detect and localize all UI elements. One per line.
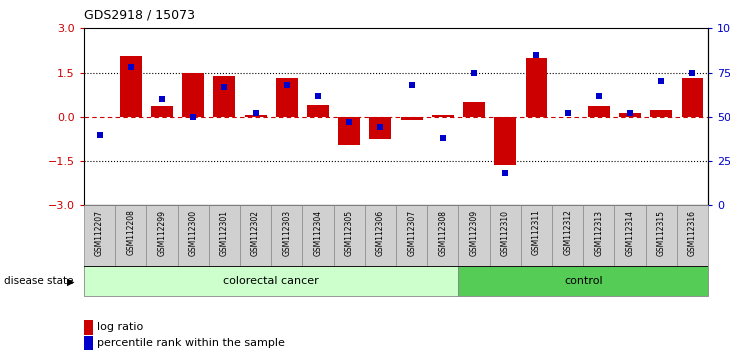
Text: GSM112306: GSM112306 — [376, 210, 385, 256]
Bar — [677, 205, 708, 266]
Text: GSM112316: GSM112316 — [688, 210, 697, 256]
Bar — [302, 205, 334, 266]
Bar — [213, 75, 235, 117]
Bar — [209, 205, 240, 266]
Text: percentile rank within the sample: percentile rank within the sample — [97, 338, 285, 348]
Text: GSM112303: GSM112303 — [283, 210, 291, 256]
Bar — [115, 205, 146, 266]
Text: GSM112313: GSM112313 — [594, 210, 604, 256]
Point — [593, 93, 604, 98]
Bar — [84, 205, 115, 266]
Point — [499, 171, 511, 176]
Point — [437, 135, 449, 141]
Bar — [401, 117, 423, 120]
Text: GSM112300: GSM112300 — [188, 210, 198, 256]
Text: GSM112311: GSM112311 — [532, 210, 541, 255]
Text: GDS2918 / 15073: GDS2918 / 15073 — [84, 9, 195, 22]
Text: GSM112309: GSM112309 — [469, 210, 479, 256]
Point — [93, 132, 105, 137]
Text: log ratio: log ratio — [97, 322, 143, 332]
Text: disease state: disease state — [4, 276, 73, 286]
Text: GSM112314: GSM112314 — [626, 210, 634, 256]
Point — [312, 93, 324, 98]
Point — [562, 110, 574, 116]
Point — [624, 110, 636, 116]
Bar — [615, 205, 646, 266]
Point — [250, 110, 261, 116]
Bar — [650, 110, 672, 117]
Bar — [120, 56, 142, 117]
Bar — [182, 73, 204, 117]
Bar — [458, 266, 708, 296]
Text: GSM112312: GSM112312 — [563, 210, 572, 255]
Point — [687, 70, 699, 75]
Point — [468, 70, 480, 75]
Text: GSM112207: GSM112207 — [95, 210, 104, 256]
Text: GSM112308: GSM112308 — [438, 210, 447, 256]
Point — [656, 79, 667, 84]
Bar — [427, 205, 458, 266]
Bar — [557, 117, 579, 118]
Bar — [84, 266, 458, 296]
Text: GSM112301: GSM112301 — [220, 210, 229, 256]
Text: control: control — [564, 275, 602, 286]
Bar — [177, 205, 209, 266]
Text: GSM112208: GSM112208 — [126, 210, 135, 255]
Point — [156, 96, 168, 102]
Bar — [646, 205, 677, 266]
Bar — [369, 117, 391, 139]
Bar — [682, 79, 704, 117]
Bar — [463, 102, 485, 117]
Bar — [494, 117, 516, 166]
Bar — [240, 205, 272, 266]
Bar — [365, 205, 396, 266]
Point — [218, 84, 230, 90]
Bar — [334, 205, 365, 266]
Point — [531, 52, 542, 58]
Bar — [526, 58, 548, 117]
Point — [125, 64, 137, 70]
Text: GSM112302: GSM112302 — [251, 210, 260, 256]
Text: ▶: ▶ — [67, 276, 74, 286]
Bar — [307, 105, 329, 117]
Text: GSM112304: GSM112304 — [313, 210, 323, 256]
Text: GSM112315: GSM112315 — [657, 210, 666, 256]
Text: GSM112307: GSM112307 — [407, 210, 416, 256]
Bar — [151, 107, 173, 117]
Bar — [588, 107, 610, 117]
Text: GSM112305: GSM112305 — [345, 210, 354, 256]
Point — [343, 119, 355, 125]
Bar — [146, 205, 177, 266]
Point — [374, 125, 386, 130]
Point — [188, 114, 199, 120]
Bar — [432, 115, 454, 117]
Bar — [272, 205, 302, 266]
Bar — [276, 79, 298, 117]
Bar — [338, 117, 360, 145]
Point — [406, 82, 418, 88]
Bar — [583, 205, 615, 266]
Bar — [396, 205, 427, 266]
Bar — [458, 205, 490, 266]
Bar — [490, 205, 521, 266]
Bar — [521, 205, 552, 266]
Bar — [245, 115, 266, 117]
Text: GSM112299: GSM112299 — [158, 210, 166, 256]
Text: colorectal cancer: colorectal cancer — [223, 275, 319, 286]
Bar — [552, 205, 583, 266]
Text: GSM112310: GSM112310 — [501, 210, 510, 256]
Bar — [619, 113, 641, 117]
Point — [281, 82, 293, 88]
